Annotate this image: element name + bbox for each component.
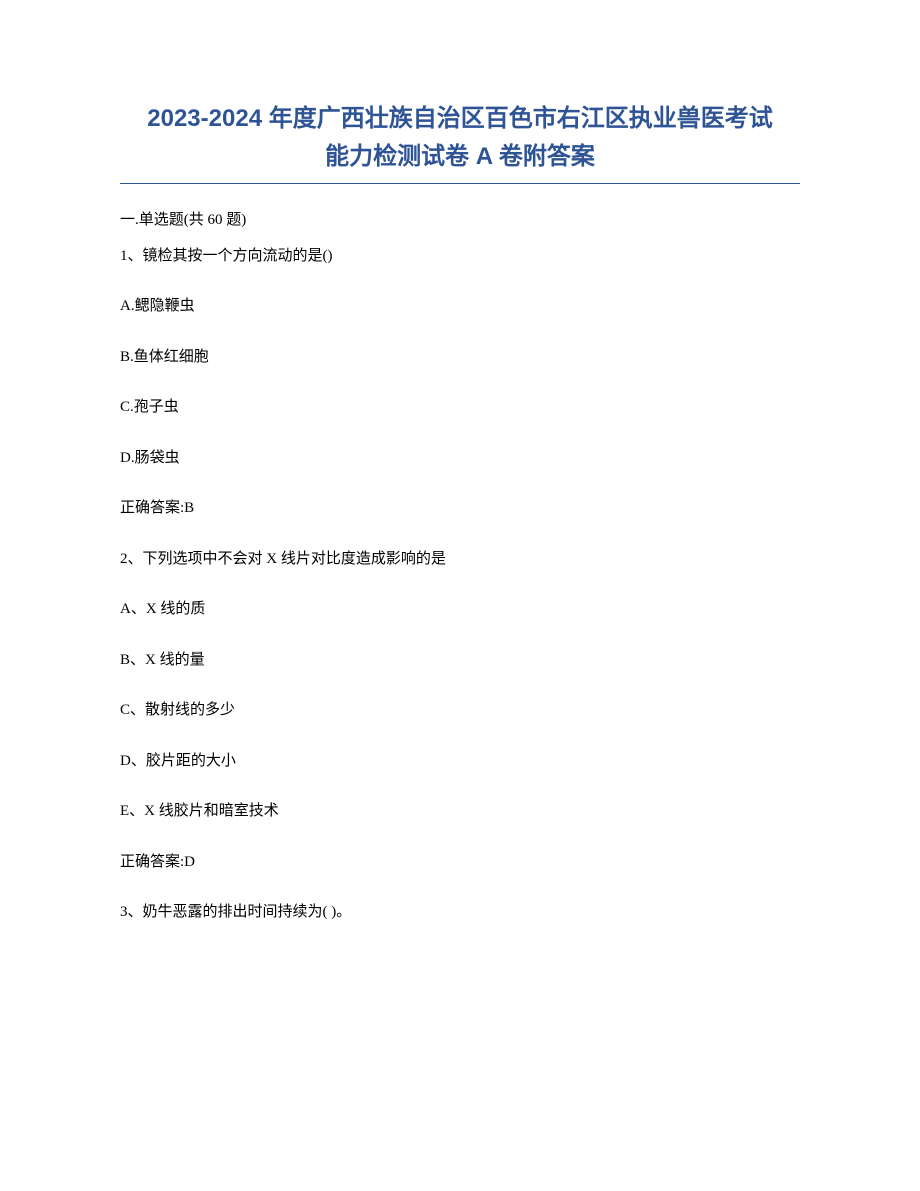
section-header: 一.单选题(共 60 题) [120,208,800,229]
question-option: C.孢子虫 [120,396,800,419]
question-option: D.肠袋虫 [120,447,800,470]
question-stem: 3、奶牛恶露的排出时间持续为( )。 [120,901,800,924]
document-page: 2023-2024 年度广西壮族自治区百色市右江区执业兽医考试 能力检测试卷 A… [0,0,920,1012]
question-stem: 2、下列选项中不会对 X 线片对比度造成影响的是 [120,548,800,571]
question-option: B.鱼体红细胞 [120,346,800,369]
title-line-1: 2023-2024 年度广西壮族自治区百色市右江区执业兽医考试 [120,100,800,138]
question-option: D、胶片距的大小 [120,750,800,773]
question-option: E、X 线胶片和暗室技术 [120,800,800,823]
question-option: A.鳃隐鞭虫 [120,295,800,318]
question-answer: 正确答案:D [120,851,800,874]
question-option: A、X 线的质 [120,598,800,621]
question-answer: 正确答案:B [120,497,800,520]
question-option: B、X 线的量 [120,649,800,672]
title-line-2: 能力检测试卷 A 卷附答案 [120,138,800,176]
question-option: C、散射线的多少 [120,699,800,722]
document-title: 2023-2024 年度广西壮族自治区百色市右江区执业兽医考试 能力检测试卷 A… [120,100,800,177]
question-stem: 1、镜检其按一个方向流动的是() [120,245,800,268]
title-divider [120,183,800,184]
